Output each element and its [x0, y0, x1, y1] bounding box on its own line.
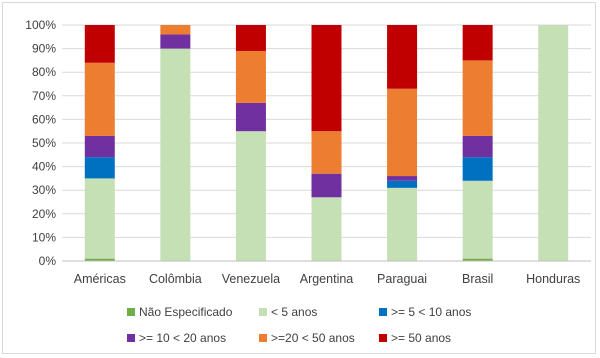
x-category-label: Colômbia: [149, 272, 202, 286]
y-tick-label: 70%: [32, 89, 56, 103]
bar-segment: [84, 178, 115, 259]
legend-item: Não Especificado: [127, 305, 233, 319]
bar-segment: [84, 25, 115, 63]
legend-label: >= 10 < 20 anos: [139, 331, 226, 345]
legend-item: >= 5 < 10 anos: [379, 305, 471, 319]
axes: 0% 10% 20% 30% 40% 50% 60% 70% 80% 90% 100% América…: [25, 18, 591, 286]
bar-segment: [311, 197, 342, 261]
bar-segment: [235, 131, 266, 261]
bar-segment: [84, 157, 115, 179]
y-tick-label: 10%: [32, 230, 56, 244]
legend-swatch: [127, 308, 135, 316]
y-tick-label: 0%: [39, 254, 57, 268]
bar-segment: [387, 25, 418, 89]
legend-label: >=20 < 50 anos: [271, 331, 355, 345]
y-tick-label: 50%: [32, 136, 56, 150]
y-tick-label: 40%: [32, 160, 56, 174]
bar-segment: [235, 102, 266, 132]
bar-segment: [84, 62, 115, 136]
bar-segment: [462, 60, 493, 136]
bar-segment: [462, 135, 493, 158]
y-tick-label: 30%: [32, 183, 56, 197]
y-tick-label: 20%: [32, 207, 56, 221]
legend-swatch: [259, 334, 267, 342]
legend-item: < 5 anos: [259, 305, 317, 319]
legend-swatch: [379, 334, 387, 342]
legend-swatch: [127, 334, 135, 342]
x-category-label: Américas: [74, 272, 126, 286]
chart-frame: 0% 10% 20% 30% 40% 50% 60% 70% 80% 90% 100% América…: [2, 2, 596, 354]
bar-segment: [387, 180, 418, 188]
bar-segment: [311, 173, 342, 198]
bar-segment: [538, 25, 569, 261]
x-category-label: Honduras: [526, 272, 580, 286]
bar-segment: [387, 88, 418, 177]
legend: Não Especificado < 5 anos >= 5 < 10 anos >=…: [127, 305, 471, 345]
bar-segment: [387, 176, 418, 181]
stacked-bar-chart: 0% 10% 20% 30% 40% 50% 60% 70% 80% 90% 100% América…: [25, 18, 591, 345]
legend-item: >= 50 anos: [379, 331, 451, 345]
bar-segment: [311, 25, 342, 132]
bars: [84, 25, 569, 261]
x-category-label: Venezuela: [222, 272, 280, 286]
bar-segment: [462, 258, 493, 261]
bar-segment: [84, 258, 115, 261]
bar-segment: [235, 25, 266, 51]
legend-swatch: [379, 308, 387, 316]
x-category-label: Paraguai: [377, 272, 427, 286]
bar-segment: [84, 135, 115, 158]
legend-item: >= 10 < 20 anos: [127, 331, 226, 345]
bar-segment: [387, 187, 418, 261]
bar-segment: [462, 157, 493, 181]
x-category-label: Brasil: [462, 272, 493, 286]
legend-swatch: [259, 308, 267, 316]
bar-segment: [160, 25, 191, 35]
y-tick-label: 80%: [32, 65, 56, 79]
legend-label: >= 50 anos: [391, 331, 451, 345]
bar-segment: [311, 131, 342, 174]
x-category-label: Argentina: [300, 272, 354, 286]
bar-segment: [462, 180, 493, 259]
legend-item: >=20 < 50 anos: [259, 331, 355, 345]
y-tick-label: 100%: [25, 18, 56, 32]
legend-label: >= 5 < 10 anos: [391, 305, 471, 319]
legend-label: < 5 anos: [271, 305, 317, 319]
y-tick-label: 60%: [32, 112, 56, 126]
y-tick-label: 90%: [32, 42, 56, 56]
bar-segment: [462, 25, 493, 61]
bar-segment: [160, 48, 191, 261]
legend-label: Não Especificado: [139, 305, 233, 319]
bar-segment: [235, 50, 266, 103]
bar-segment: [160, 34, 191, 49]
